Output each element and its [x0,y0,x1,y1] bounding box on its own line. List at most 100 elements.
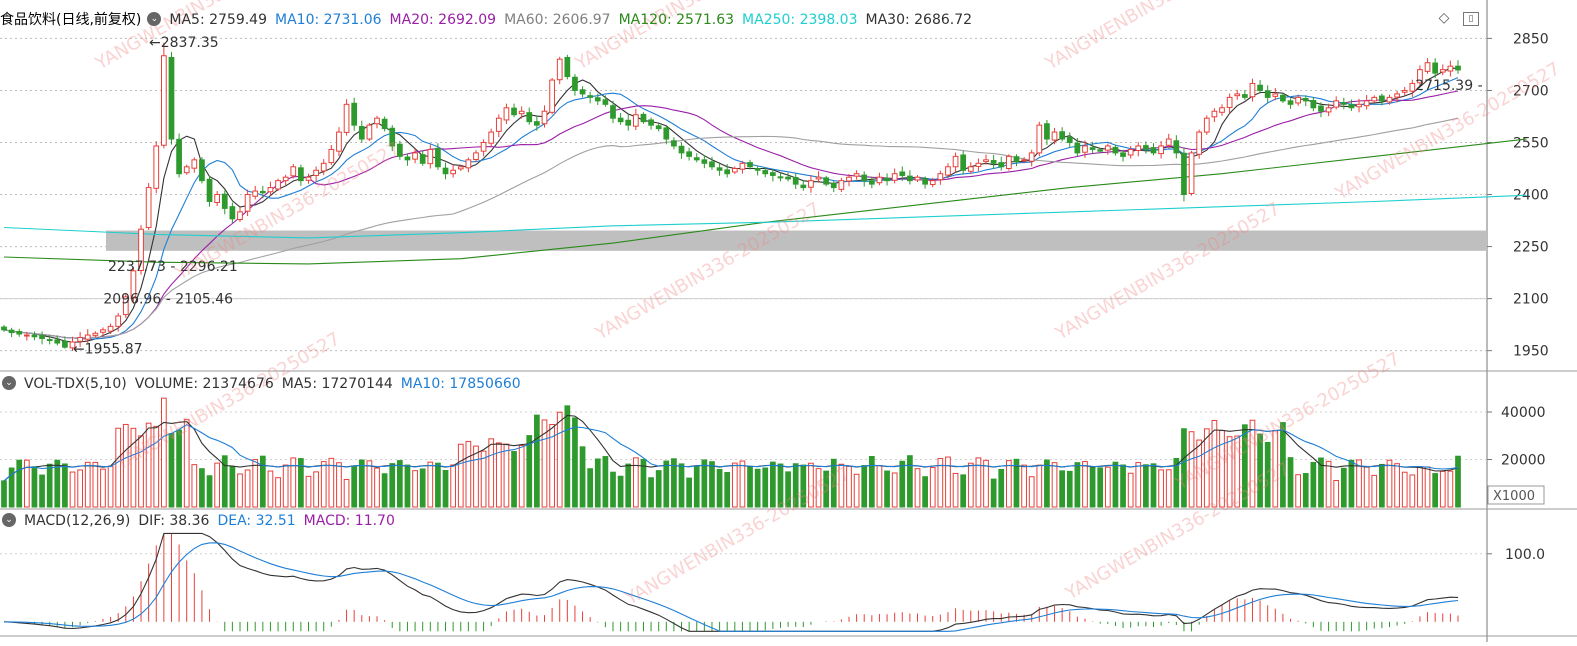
price-annotation: 2096.96 - 2105.46 [103,291,233,307]
volume-bar [1417,466,1423,508]
candle [1089,147,1096,150]
candle [100,329,106,333]
candle [640,113,647,123]
band-range-label: 2237.73 - 2296.21 [108,259,238,275]
candle [1135,145,1142,151]
volume-bar [907,455,913,508]
volume-bar [564,405,571,508]
candle [777,176,784,179]
candle [183,166,190,174]
watermark-text: YANGWENBIN336-20250527 [171,138,404,284]
candle [1417,69,1423,84]
volume-bar [1439,470,1446,508]
volume-bar [457,443,464,508]
candle [8,329,15,334]
candle [1044,123,1050,140]
candle [419,154,426,164]
candle [298,167,304,182]
volume-bar [130,427,137,508]
volume-unit-label: X1000 [1493,489,1535,504]
candle [884,177,890,182]
volume-bar [480,450,487,508]
volume-bar [952,472,959,508]
candle [389,127,396,147]
candle [792,177,799,185]
volume-bar [884,470,890,508]
candle [488,131,495,144]
volume-bar [861,465,868,508]
candle [107,325,114,332]
candle [427,148,434,165]
volume-bar [16,459,23,508]
indicator-2: MACD: 11.70 [303,513,395,529]
candle [632,114,639,127]
volume-bar [1348,459,1355,508]
volume-bar [853,473,860,508]
candle [153,145,160,189]
candle [404,156,411,161]
candle [244,194,251,212]
volume-bar [1173,457,1180,508]
collapse-chevron-icon[interactable]: ⌄ [147,12,162,26]
volume-bar [54,459,61,508]
candle [138,228,144,272]
candle [709,161,715,168]
volume-bar [899,460,906,508]
macd-header: ⌄ MACD(12,26,9) DIF: 38.36 DEA: 32.51 MACD: … [0,511,411,531]
candle [199,159,205,182]
volume-header: ⌄ VOL-TDX(5,10) VOLUME: 21374676 MA5: 17270… [0,374,537,394]
volume-bar [1264,441,1271,508]
volume-bar [122,423,129,508]
collapse-chevron-icon[interactable]: ⌄ [2,513,16,527]
volume-bar [975,457,982,508]
volume-bar [374,467,380,508]
candle [46,339,53,342]
candle [1318,105,1324,112]
volume-bar [1,480,7,508]
volume-bar [1356,459,1362,508]
candle [1120,152,1126,157]
volume-bar [1089,467,1096,508]
volume-bar [381,473,388,508]
volume-bar [1165,469,1172,508]
volume-bar [983,459,989,508]
volume-bar [579,446,586,508]
volume-bar [495,442,502,508]
candle [1127,148,1134,156]
volume-bar [1051,462,1058,508]
indicator-0: DIF: 38.36 [138,513,210,529]
candle [435,147,441,168]
candle [1310,100,1317,109]
panel-toggle-icon[interactable]: ▯ [1463,12,1479,26]
collapse-chevron-icon[interactable]: ⌄ [2,376,16,390]
volume-bar [221,455,228,508]
volume-bar [792,463,799,508]
unit-box [1487,485,1545,505]
candle [1021,159,1027,162]
volume-bar [1234,435,1241,508]
volume-bar [115,427,122,508]
diamond-icon[interactable]: ◇ [1438,10,1450,26]
volume-bar [808,462,814,508]
candle [739,162,746,170]
candle [891,173,898,181]
volume-bar [107,465,114,508]
candle [16,331,23,335]
candle [54,339,61,344]
volume-bar [914,468,921,508]
candle [450,169,457,175]
candle [1432,62,1439,74]
candle [1280,94,1286,102]
candle [655,125,662,130]
volume-bar [1302,473,1309,508]
volume-bar [275,477,281,508]
candle [351,102,358,126]
volume-bar [594,458,601,508]
candle [1097,149,1104,152]
macd-dea-line [3,542,1459,632]
y-tick-label: 2100 [1513,292,1549,308]
indicator-6: MA30: 2686.72 [865,12,973,28]
candle [168,56,175,140]
volume-bar [625,463,632,508]
